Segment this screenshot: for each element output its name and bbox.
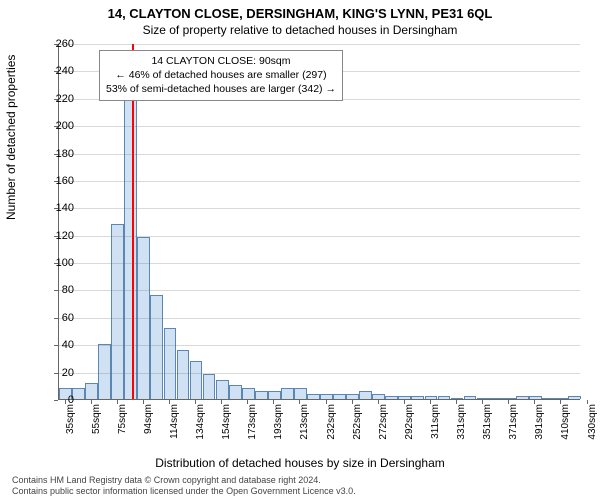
- xtick-label: 134sqm: [195, 404, 206, 454]
- ytick-mark: [54, 208, 58, 209]
- histogram-bar: [385, 396, 398, 399]
- footer: Contains HM Land Registry data © Crown c…: [12, 475, 356, 498]
- xtick-label: 114sqm: [169, 404, 180, 454]
- xtick-label: 154sqm: [221, 404, 232, 454]
- histogram-bar: [98, 344, 111, 399]
- histogram-bar: [346, 394, 359, 399]
- histogram-bar: [464, 396, 477, 399]
- gridline: [59, 318, 580, 319]
- ytick-mark: [54, 236, 58, 237]
- histogram-bar: [255, 391, 268, 399]
- annotation-line-3: 53% of semi-detached houses are larger (…: [106, 82, 336, 96]
- gridline: [59, 263, 580, 264]
- ytick-mark: [54, 400, 58, 401]
- gridline: [59, 44, 580, 45]
- histogram-bar: [320, 394, 333, 399]
- xtick-label: 75sqm: [117, 404, 128, 454]
- xtick-label: 410sqm: [560, 404, 571, 454]
- histogram-bar: [242, 388, 255, 399]
- page-title: 14, CLAYTON CLOSE, DERSINGHAM, KING'S LY…: [0, 0, 600, 21]
- gridline: [59, 290, 580, 291]
- gridline: [59, 208, 580, 209]
- footer-line-2: Contains public sector information licen…: [12, 486, 356, 497]
- ytick-mark: [54, 44, 58, 45]
- histogram-bar: [542, 398, 555, 399]
- xtick-label: 213sqm: [299, 404, 310, 454]
- histogram-bar: [425, 396, 438, 399]
- histogram-bar: [216, 380, 229, 399]
- xtick-label: 94sqm: [143, 404, 154, 454]
- histogram-bar: [190, 361, 203, 399]
- xtick-label: 55sqm: [91, 404, 102, 454]
- xtick-label: 292sqm: [404, 404, 415, 454]
- xtick-label: 232sqm: [326, 404, 337, 454]
- xtick-label: 173sqm: [247, 404, 258, 454]
- histogram-bar: [516, 396, 529, 399]
- histogram-bar: [503, 398, 516, 399]
- ytick-mark: [54, 154, 58, 155]
- footer-line-1: Contains HM Land Registry data © Crown c…: [12, 475, 356, 486]
- ytick-mark: [54, 345, 58, 346]
- histogram-bar: [268, 391, 281, 399]
- chart-container: 14, CLAYTON CLOSE, DERSINGHAM, KING'S LY…: [0, 0, 600, 500]
- ytick-mark: [54, 99, 58, 100]
- xtick-label: 371sqm: [508, 404, 519, 454]
- gridline: [59, 154, 580, 155]
- ytick-mark: [54, 290, 58, 291]
- ytick-mark: [54, 263, 58, 264]
- histogram-bar: [359, 391, 372, 399]
- annotation-line-2: ← 46% of detached houses are smaller (29…: [106, 68, 336, 82]
- histogram-bar: [294, 388, 307, 399]
- xtick-label: 430sqm: [587, 404, 598, 454]
- plot-area: 14 CLAYTON CLOSE: 90sqm ← 46% of detache…: [58, 44, 580, 400]
- gridline: [59, 236, 580, 237]
- histogram-bar: [150, 295, 163, 399]
- x-axis-label: Distribution of detached houses by size …: [0, 456, 600, 470]
- xtick-label: 272sqm: [378, 404, 389, 454]
- histogram-bar: [177, 350, 190, 399]
- xtick-label: 193sqm: [273, 404, 284, 454]
- xtick-label: 331sqm: [456, 404, 467, 454]
- ytick-mark: [54, 181, 58, 182]
- gridline: [59, 373, 580, 374]
- histogram-bar: [451, 398, 464, 399]
- gridline: [59, 181, 580, 182]
- histogram-bar: [281, 388, 294, 399]
- ytick-mark: [54, 373, 58, 374]
- xtick-label: 391sqm: [534, 404, 545, 454]
- histogram-bar: [529, 396, 542, 399]
- ytick-mark: [54, 318, 58, 319]
- histogram-bar: [438, 396, 451, 399]
- gridline: [59, 345, 580, 346]
- ytick-mark: [54, 71, 58, 72]
- gridline: [59, 126, 580, 127]
- histogram-bar: [124, 98, 137, 399]
- histogram-bar: [72, 388, 85, 399]
- histogram-bar: [490, 398, 503, 399]
- histogram-bar: [333, 394, 346, 399]
- xtick-label: 252sqm: [352, 404, 363, 454]
- histogram-bar: [85, 383, 98, 399]
- histogram-bar: [477, 398, 490, 399]
- xtick-label: 35sqm: [65, 404, 76, 454]
- histogram-bar: [411, 396, 424, 399]
- ytick-mark: [54, 126, 58, 127]
- histogram-bar: [164, 328, 177, 399]
- histogram-bar: [372, 394, 385, 399]
- histogram-bar: [307, 394, 320, 399]
- annotation-line-1: 14 CLAYTON CLOSE: 90sqm: [106, 54, 336, 68]
- histogram-bar: [398, 396, 411, 399]
- xtick-label: 351sqm: [482, 404, 493, 454]
- histogram-bar: [203, 374, 216, 399]
- histogram-bar: [568, 396, 581, 399]
- page-subtitle: Size of property relative to detached ho…: [0, 21, 600, 37]
- histogram-bar: [229, 385, 242, 399]
- histogram-bar: [555, 398, 568, 399]
- xtick-label: 311sqm: [430, 404, 441, 454]
- y-axis-label: Number of detached properties: [4, 55, 18, 220]
- annotation-box: 14 CLAYTON CLOSE: 90sqm ← 46% of detache…: [99, 50, 343, 101]
